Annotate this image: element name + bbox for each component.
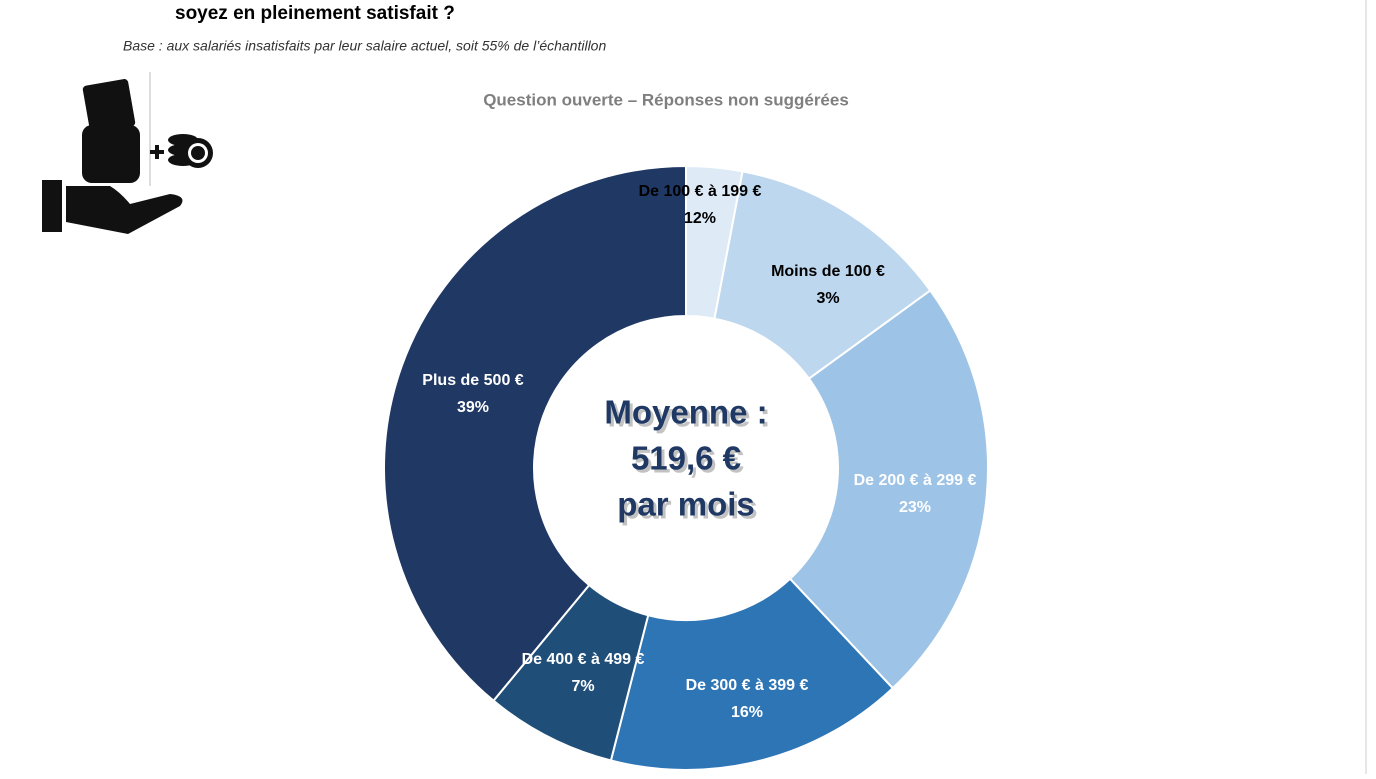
donut-slice <box>609 577 895 771</box>
slice-value-label: 39% <box>457 399 489 416</box>
header-subtitle: Base : aux salariés insatisfaits par leu… <box>123 38 606 54</box>
slice-value-label: 7% <box>571 678 594 695</box>
center-text: Moyenne : <box>604 394 767 431</box>
slice-value-label: 16% <box>731 704 763 721</box>
slice-category-label: De 400 € à 499 € <box>522 651 645 668</box>
center-text-shadow: 519,6 € <box>634 443 744 480</box>
chart-title: Question ouverte – Réponses non suggérée… <box>483 90 849 109</box>
slice-category-label: De 100 € à 199 € <box>639 183 762 200</box>
slice-category-label: De 200 € à 299 € <box>854 472 977 489</box>
slice-value-label: 12% <box>684 210 716 227</box>
slice-category-label: Moins de 100 € <box>771 263 885 280</box>
center-text: 519,6 € <box>631 440 741 477</box>
slice-value-label: 23% <box>899 499 931 516</box>
center-text-shadow: Moyenne : <box>607 397 770 434</box>
center-text-shadow: par mois <box>620 489 758 526</box>
donut-slice <box>383 164 687 703</box>
money-icon <box>42 79 213 234</box>
donut-slice <box>788 289 989 690</box>
slice-category-label: Plus de 500 € <box>422 372 523 389</box>
header-title: soyez en pleinement satisfait ? <box>175 3 455 24</box>
center-text: par mois <box>617 486 755 523</box>
slice-value-label: 3% <box>816 290 839 307</box>
slice-category-label: De 300 € à 399 € <box>686 677 809 694</box>
